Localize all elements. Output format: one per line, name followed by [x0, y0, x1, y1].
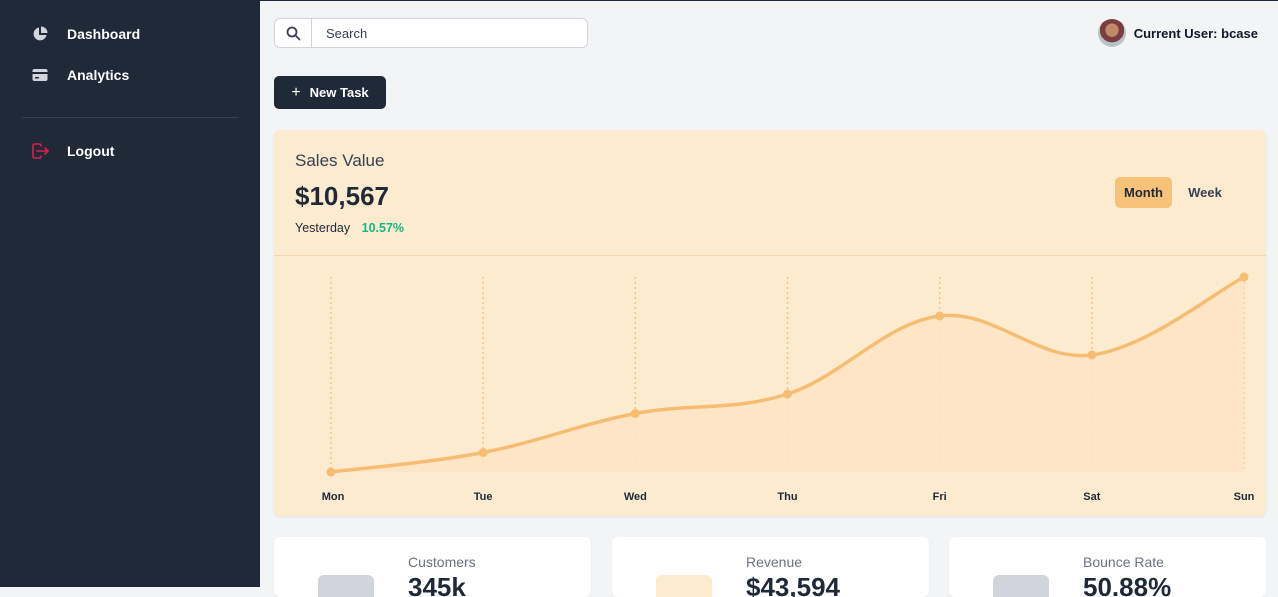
- sales-chart: Mon Tue Wed Thu Fri Sat Sun: [322, 272, 1255, 503]
- sales-change: 10.57%: [361, 221, 405, 235]
- data-point-mon[interactable]: [326, 467, 336, 477]
- search-input[interactable]: [312, 19, 587, 47]
- sidebar-divider: [22, 117, 238, 118]
- stat-card-bounce-rate: Bounce Rate 50.88%: [949, 537, 1266, 597]
- new-task-button[interactable]: + New Task: [274, 76, 386, 109]
- stat-label: Customers: [408, 554, 476, 570]
- sidebar-item-label: Analytics: [67, 67, 130, 83]
- credit-card-icon: [22, 65, 58, 85]
- revenue-icon: [656, 575, 712, 597]
- data-point-wed[interactable]: [630, 409, 640, 418]
- avatar[interactable]: [1097, 19, 1126, 47]
- stat-card-customers: Customers 345k: [274, 537, 591, 597]
- current-user-label: Current User: bcase: [1133, 25, 1258, 41]
- pie-chart-icon: [22, 24, 58, 44]
- logout-icon: [22, 141, 58, 161]
- new-task-label: New Task: [309, 85, 369, 100]
- top-border: [0, 0, 1278, 1]
- data-point-tue[interactable]: [478, 448, 488, 457]
- stat-value: 50.88%: [1083, 572, 1172, 597]
- card-divider: [274, 255, 1266, 256]
- data-point-thu[interactable]: [783, 389, 792, 399]
- x-tick-label: Wed: [624, 491, 647, 503]
- sales-period-label: Yesterday: [295, 221, 351, 235]
- toggle-week-button[interactable]: Week: [1178, 177, 1232, 208]
- x-tick-label: Mon: [322, 491, 345, 503]
- customers-icon: [318, 575, 374, 597]
- area-fill: [331, 277, 1244, 472]
- toggle-month-button[interactable]: Month: [1115, 177, 1172, 208]
- sales-title: Sales Value: [295, 151, 385, 170]
- x-tick-label: Sun: [1234, 491, 1255, 503]
- sidebar-item-label: Logout: [67, 143, 115, 159]
- x-tick-label: Fri: [933, 491, 947, 503]
- search-icon[interactable]: [275, 19, 312, 47]
- stat-value: 345k: [408, 572, 466, 597]
- data-point-fri[interactable]: [935, 311, 945, 321]
- user-info[interactable]: Current User: bcase: [1097, 19, 1258, 47]
- sidebar: Dashboard Analytics Logout: [0, 0, 260, 587]
- sidebar-item-dashboard[interactable]: Dashboard: [22, 19, 238, 49]
- data-point-sat[interactable]: [1087, 350, 1097, 360]
- sales-value-card: Sales Value $10,567 Yesterday 10.57% Mon…: [274, 130, 1266, 516]
- sidebar-item-label: Dashboard: [67, 26, 141, 42]
- x-tick-label: Tue: [474, 491, 493, 503]
- sales-value: $10,567: [295, 181, 389, 211]
- stat-label: Bounce Rate: [1083, 554, 1164, 570]
- x-tick-label: Thu: [777, 491, 797, 503]
- stat-label: Revenue: [746, 554, 803, 570]
- plus-icon: +: [291, 83, 301, 101]
- sidebar-item-analytics[interactable]: Analytics: [22, 60, 238, 90]
- stat-value: $43,594: [746, 572, 840, 597]
- sidebar-item-logout[interactable]: Logout: [22, 136, 238, 166]
- sales-meta: Yesterday 10.57%: [295, 221, 404, 235]
- data-point-sun[interactable]: [1239, 272, 1249, 282]
- stat-card-revenue: Revenue $43,594: [612, 537, 929, 597]
- bounce-rate-icon: [993, 575, 1049, 597]
- x-tick-label: Sat: [1083, 491, 1100, 503]
- search-box: [274, 18, 588, 48]
